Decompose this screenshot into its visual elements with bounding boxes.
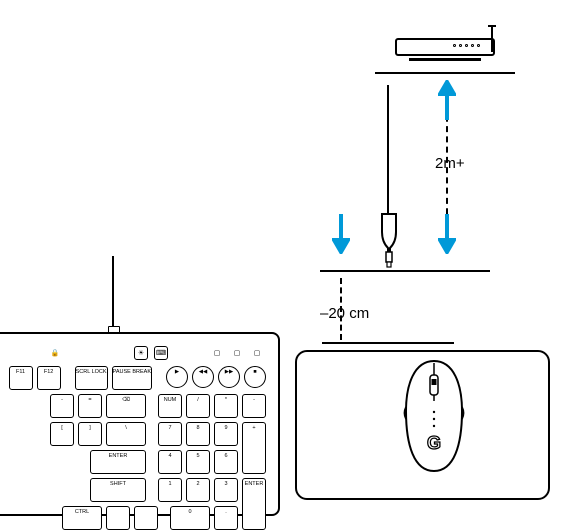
- key-scroll-lock: SCRL LOCK: [75, 366, 108, 390]
- indicator-icon: ▢: [210, 346, 224, 360]
- game-icon: ⌨: [154, 346, 168, 360]
- key: \: [106, 422, 146, 446]
- media-play: ▶: [166, 366, 188, 388]
- key-f11: F11: [9, 366, 33, 390]
- key-0: 0: [170, 506, 210, 530]
- lock-icon: 🔒: [48, 346, 62, 360]
- shelf-lower: [322, 342, 454, 344]
- key-ctrl: CTRL: [62, 506, 102, 530]
- usb-receiver: [376, 212, 402, 270]
- key: [106, 506, 130, 530]
- key-backspace: ⌫: [106, 394, 146, 418]
- keyboard-keys: F11 F12 SCRL LOCK PAUSE BREAK ▶ ◀◀ ▶▶ ■ …: [0, 366, 270, 530]
- key-8: 8: [186, 422, 210, 446]
- arrow-down-left: [332, 214, 350, 254]
- arrow-down-right: [438, 214, 456, 254]
- mouse-logo: G: [427, 433, 441, 453]
- key-4: 4: [158, 450, 182, 474]
- indicator-icon: ▢: [230, 346, 244, 360]
- key-2: 2: [186, 478, 210, 502]
- indicator-icon: ▢: [250, 346, 264, 360]
- label-2m: 2m+: [435, 155, 465, 172]
- key-enter: ENTER: [90, 450, 146, 474]
- key-6: 6: [214, 450, 238, 474]
- key-shift: SHIFT: [90, 478, 146, 502]
- key-pause: PAUSE BREAK: [112, 366, 152, 390]
- key-mul: *: [214, 394, 238, 418]
- key-num: NUM: [158, 394, 182, 418]
- key-f12: F12: [37, 366, 61, 390]
- wifi-router: [395, 28, 515, 60]
- key: [134, 506, 158, 530]
- key-div: /: [186, 394, 210, 418]
- key-5: 5: [186, 450, 210, 474]
- keyboard-cable: [112, 256, 114, 332]
- key-1: 1: [158, 478, 182, 502]
- key: -: [50, 394, 74, 418]
- key-dot: .: [214, 506, 238, 530]
- shelf-top: [375, 72, 515, 74]
- key: [: [50, 422, 74, 446]
- router-body: [395, 38, 495, 56]
- router-base: [409, 58, 481, 61]
- key: ]: [78, 422, 102, 446]
- key-3: 3: [214, 478, 238, 502]
- key: =: [78, 394, 102, 418]
- arrow-up-top: [438, 80, 456, 120]
- key-9: 9: [214, 422, 238, 446]
- wireless-mouse: G: [400, 357, 468, 475]
- router-antenna: [491, 26, 493, 52]
- key-minus: -: [242, 394, 266, 418]
- shelf-mid: [320, 270, 490, 272]
- keyboard-indicator-row: 🔒 ☀ ⌨ ▢ ▢ ▢: [0, 346, 270, 360]
- media-stop: ■: [244, 366, 266, 388]
- receiver-cable: [387, 85, 389, 215]
- media-prev: ◀◀: [192, 366, 214, 388]
- brightness-icon: ☀: [134, 346, 148, 360]
- key-7: 7: [158, 422, 182, 446]
- media-next: ▶▶: [218, 366, 240, 388]
- label-20cm: –20 cm: [320, 305, 369, 322]
- keyboard: 🔒 ☀ ⌨ ▢ ▢ ▢ F11 F12 SCRL LOCK PAUSE BREA…: [0, 332, 280, 516]
- router-leds: [453, 44, 480, 47]
